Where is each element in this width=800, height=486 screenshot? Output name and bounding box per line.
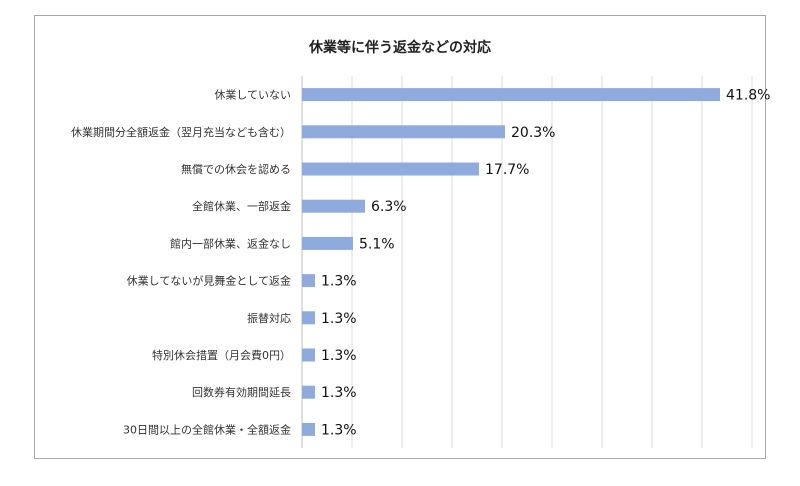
bar	[302, 88, 720, 102]
category-label: 回数券有効期間延長	[192, 385, 291, 399]
bar	[302, 385, 315, 399]
data-label: 1.3%	[321, 422, 357, 438]
bar	[302, 125, 505, 139]
data-label: 17.7%	[485, 162, 529, 178]
data-label: 20.3%	[511, 125, 555, 141]
bar	[302, 422, 315, 436]
data-labels: 41.8% 20.3% 17.7% 6.3% 5.1% 1.3% 1.3% 1.3% 1.3% 1…	[321, 88, 770, 439]
bar	[302, 236, 353, 250]
chart-title: 休業等に伴う返金などの対応	[308, 39, 491, 56]
category-label: 休業してないが見舞金として返金	[127, 274, 291, 288]
data-label: 6.3%	[371, 199, 407, 215]
bars	[302, 88, 720, 436]
bar	[302, 274, 315, 288]
category-label: 30日間以上の全館休業・全額返金	[123, 422, 291, 436]
category-label: 休業期間分全額返金（翌月充当なども含む）	[71, 125, 291, 139]
data-label: 41.8%	[726, 88, 770, 104]
category-label: 休業していない	[214, 89, 291, 102]
category-label: 無償での休会を認める	[181, 162, 291, 176]
data-label: 5.1%	[359, 236, 395, 252]
category-label: 館内一部休業、返金なし	[170, 236, 291, 250]
data-label: 1.3%	[321, 385, 357, 401]
data-label: 1.3%	[321, 274, 357, 290]
category-label: 全館休業、一部返金	[192, 199, 291, 213]
category-label: 特別休会措置（月会費0円）	[152, 348, 291, 362]
bar	[302, 311, 315, 325]
data-label: 1.3%	[321, 348, 357, 364]
bar	[302, 162, 479, 176]
data-label: 1.3%	[321, 311, 357, 327]
bar	[302, 348, 315, 362]
category-label: 振替対応	[247, 311, 291, 325]
bar	[302, 199, 365, 213]
